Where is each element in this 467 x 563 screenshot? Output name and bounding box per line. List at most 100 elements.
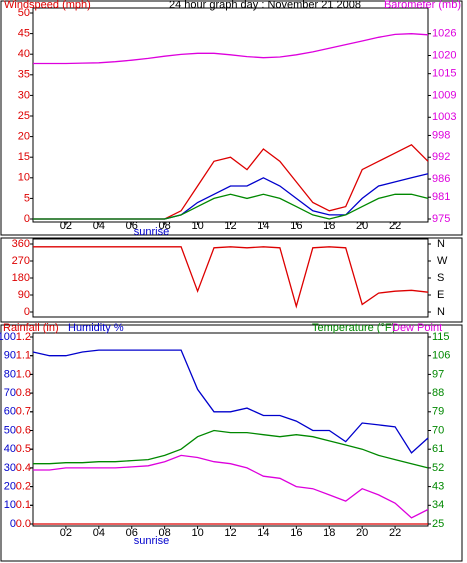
series-line	[33, 173, 429, 220]
y-tick-label: 60	[4, 406, 16, 418]
x-tick-label: 20	[356, 527, 368, 539]
y-tick-label: 0	[24, 213, 30, 225]
y3-tick-label: 1.1	[16, 350, 31, 362]
y2-tick-label: 52	[432, 462, 444, 474]
y2-tick-label: W	[437, 255, 448, 267]
y2-tick-label: 1020	[432, 49, 456, 61]
y-tick-label: 90	[18, 289, 30, 301]
y3-tick-label: 0.8	[16, 387, 31, 399]
y-tick-label: 40	[18, 48, 30, 60]
y3-tick-label: 0.5	[16, 443, 31, 455]
legend-label: Humidity %	[68, 322, 124, 334]
y-tick-label: 270	[12, 255, 30, 267]
series-line	[33, 429, 429, 469]
x-tick-label: 08	[159, 220, 171, 232]
y-tick-label: 180	[12, 272, 30, 284]
x-tick-label: 06	[126, 527, 138, 539]
annotation: sunrise	[134, 535, 169, 547]
y-tick-label: 30	[18, 89, 30, 101]
chart-title: 24 hour graph day : November 21 2008	[169, 0, 361, 11]
y-tick-label: 10	[4, 499, 16, 511]
y-tick-label: 90	[4, 350, 16, 362]
y2-tick-label: S	[437, 272, 444, 284]
x-tick-label: 08	[159, 527, 171, 539]
y3-tick-label: 0.6	[16, 424, 31, 436]
series-line	[33, 246, 429, 309]
x-tick-label: 04	[93, 527, 105, 539]
y2-tick-label: 992	[432, 151, 450, 163]
y-tick-label: 5	[24, 192, 30, 204]
y-tick-label: 35	[18, 69, 30, 81]
y-tick-label: 30	[4, 462, 16, 474]
y-axis-title: Windspeed (mph)	[4, 0, 91, 11]
x-tick-label: 22	[389, 220, 401, 232]
y2-tick-label: E	[437, 289, 444, 301]
y2-tick-label: N	[437, 238, 445, 250]
y-tick-label: 360	[12, 238, 30, 250]
x-tick-label: 16	[290, 527, 302, 539]
y-tick-label: 40	[4, 443, 16, 455]
series-line	[33, 193, 429, 220]
y-tick-label: 20	[18, 131, 30, 143]
x-tick-label: 14	[257, 220, 269, 232]
y2-axis-title: Barometer (mb)	[384, 0, 461, 11]
series-line	[33, 33, 429, 65]
y2-tick-label: 61	[432, 443, 444, 455]
y-tick-label: 100	[0, 331, 16, 343]
y2-tick-label: 79	[432, 406, 444, 418]
y3-tick-label: 0.7	[16, 406, 31, 418]
x-tick-label: 04	[93, 220, 105, 232]
y2-tick-label: 1003	[432, 111, 456, 123]
y2-tick-label: 70	[432, 424, 444, 436]
y-tick-label: 45	[18, 28, 30, 40]
y2-tick-label: 981	[432, 191, 450, 203]
x-tick-label: 02	[60, 527, 72, 539]
x-tick-label: 18	[323, 220, 335, 232]
panel	[0, 237, 463, 323]
y-tick-label: 0	[10, 518, 16, 530]
panel	[0, 324, 463, 562]
x-tick-label: 02	[60, 220, 72, 232]
y-tick-label: 80	[4, 368, 16, 380]
plot-frame	[32, 238, 429, 318]
y-tick-label: 20	[4, 481, 16, 493]
x-tick-label: 12	[224, 220, 236, 232]
y-tick-label: 50	[4, 424, 16, 436]
y2-tick-label: 115	[432, 331, 450, 343]
x-tick-label: 14	[257, 527, 269, 539]
y-tick-label: 0	[24, 306, 30, 318]
y2-tick-label: 88	[432, 387, 444, 399]
y2-tick-label: 998	[432, 129, 450, 141]
x-tick-label: 06	[126, 220, 138, 232]
x-tick-label: 12	[224, 527, 236, 539]
y-tick-label: 25	[18, 110, 30, 122]
y2-tick-label: 25	[432, 518, 444, 530]
legend-label: Dew Point	[392, 322, 442, 334]
y3-tick-label: 1.2	[16, 331, 31, 343]
x-tick-label: 16	[290, 220, 302, 232]
legend-label: Rainfall (in)	[3, 322, 59, 334]
series-line	[33, 454, 429, 519]
y3-tick-label: 0.1	[16, 499, 31, 511]
y-tick-label: 70	[4, 387, 16, 399]
x-tick-label: 20	[356, 220, 368, 232]
y2-tick-label: 1009	[432, 89, 456, 101]
y3-tick-label: 0.4	[16, 462, 31, 474]
y2-tick-label: N	[437, 306, 445, 318]
y2-tick-label: 34	[432, 499, 444, 511]
annotation: sunrise	[134, 226, 169, 238]
y2-tick-label: 986	[432, 173, 450, 185]
y2-tick-label: 1015	[432, 68, 456, 80]
y2-tick-label: 43	[432, 481, 444, 493]
y-tick-label: 50	[18, 7, 30, 19]
y3-tick-label: 1.0	[16, 368, 31, 380]
x-tick-label: 10	[191, 527, 203, 539]
y2-tick-label: 1026	[432, 28, 456, 40]
legend-label: Temperature (°F)	[312, 322, 395, 334]
y2-tick-label: 97	[432, 368, 444, 380]
x-tick-label: 22	[389, 527, 401, 539]
x-tick-label: 10	[191, 220, 203, 232]
y3-tick-label: 0.2	[16, 481, 31, 493]
series-line	[32, 349, 429, 454]
